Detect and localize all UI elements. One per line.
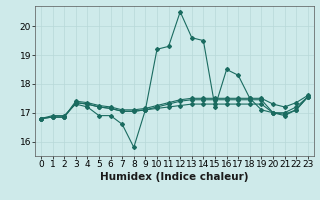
X-axis label: Humidex (Indice chaleur): Humidex (Indice chaleur) — [100, 172, 249, 182]
